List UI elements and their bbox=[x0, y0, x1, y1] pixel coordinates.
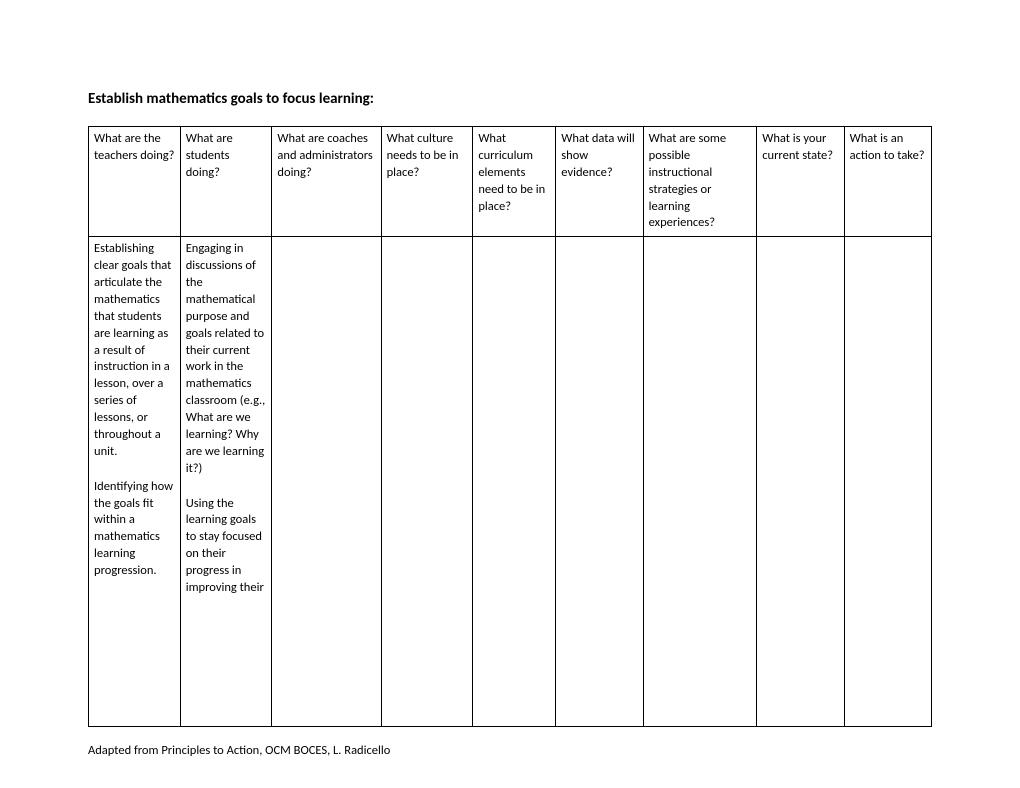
cell-para: Engaging in discussions of the mathemati… bbox=[186, 241, 267, 477]
table-header-row: What are the teachers doing? What are st… bbox=[89, 127, 932, 237]
col-header-curriculum: What curriculum elements need to be in p… bbox=[473, 127, 556, 237]
col-header-strategies: What are some possible instructional str… bbox=[643, 127, 757, 237]
page-title: Establish mathematics goals to focus lea… bbox=[88, 90, 932, 108]
cell-data bbox=[556, 237, 643, 727]
cell-coaches bbox=[272, 237, 381, 727]
col-header-teachers: What are the teachers doing? bbox=[89, 127, 181, 237]
col-header-culture: What culture needs to be in place? bbox=[381, 127, 473, 237]
cell-culture bbox=[381, 237, 473, 727]
footer-attribution: Adapted from Principles to Action, OCM B… bbox=[88, 743, 932, 758]
cell-teachers: Establishing clear goals that articulate… bbox=[89, 237, 181, 727]
col-header-coaches: What are coaches and administrators doin… bbox=[272, 127, 381, 237]
cell-para: Identifying how the goals fit within a m… bbox=[94, 479, 175, 580]
col-header-current-state: What is your current state? bbox=[757, 127, 844, 237]
col-header-action: What is an action to take? bbox=[844, 127, 931, 237]
cell-strategies bbox=[643, 237, 757, 727]
cell-para: Using the learning goals to stay focused… bbox=[186, 496, 267, 597]
cell-action bbox=[844, 237, 931, 727]
col-header-students: What are students doing? bbox=[180, 127, 272, 237]
cell-current-state bbox=[757, 237, 844, 727]
planning-table: What are the teachers doing? What are st… bbox=[88, 126, 932, 727]
cell-curriculum bbox=[473, 237, 556, 727]
cell-para: Establishing clear goals that articulate… bbox=[94, 241, 175, 460]
cell-students: Engaging in discussions of the mathemati… bbox=[180, 237, 272, 727]
table-body-row: Establishing clear goals that articulate… bbox=[89, 237, 932, 727]
col-header-data: What data will show evidence? bbox=[556, 127, 643, 237]
